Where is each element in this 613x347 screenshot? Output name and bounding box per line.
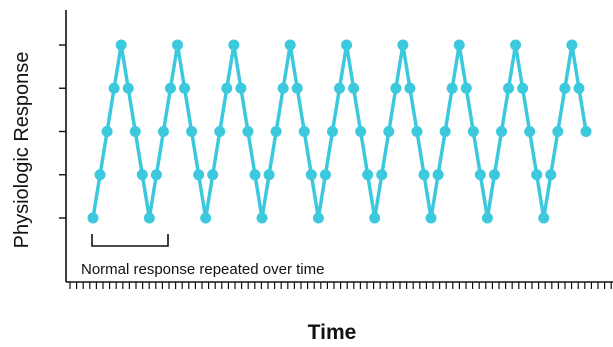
data-point — [108, 82, 120, 94]
data-point — [418, 169, 430, 181]
data-point — [559, 82, 571, 94]
data-point — [186, 126, 198, 137]
data-point — [390, 82, 402, 94]
data-point — [362, 169, 374, 181]
data-point — [524, 126, 536, 137]
data-point — [566, 39, 578, 51]
data-point — [101, 126, 113, 137]
data-point — [200, 212, 212, 224]
data-point — [383, 126, 395, 137]
data-point — [207, 169, 219, 181]
data-point — [432, 169, 444, 181]
data-point — [312, 212, 324, 224]
data-point — [305, 169, 317, 181]
data-point — [179, 82, 191, 94]
annotation-text: Normal response repeated over time — [81, 261, 324, 278]
data-point — [503, 82, 515, 94]
data-point — [517, 82, 529, 94]
data-point — [249, 169, 261, 181]
data-point — [326, 126, 338, 137]
data-point — [439, 126, 451, 137]
data-point — [270, 126, 282, 137]
data-point — [150, 169, 162, 181]
data-point — [446, 82, 458, 94]
data-point — [495, 126, 507, 137]
data-point — [291, 82, 303, 94]
x-axis-label: Time — [308, 321, 357, 344]
data-point — [164, 82, 176, 94]
data-point — [474, 169, 486, 181]
data-point — [467, 126, 479, 137]
data-point — [115, 39, 127, 51]
data-point — [256, 212, 268, 224]
data-point — [242, 126, 254, 137]
data-point — [298, 126, 310, 137]
y-axis-label: Physiologic Response — [11, 52, 33, 249]
data-point — [510, 39, 522, 51]
data-point — [136, 169, 148, 181]
data-point — [157, 126, 169, 137]
data-point — [481, 212, 493, 224]
data-point — [552, 126, 564, 137]
data-point — [531, 169, 543, 181]
x-axis-ticks — [69, 282, 612, 289]
data-point — [488, 169, 500, 181]
annotation-bracket — [91, 234, 169, 247]
data-point — [460, 82, 472, 94]
data-point — [193, 169, 205, 181]
data-point — [221, 82, 233, 94]
data-point — [348, 82, 360, 94]
y-axis-ticks — [59, 44, 66, 219]
data-point — [376, 169, 388, 181]
data-point — [143, 212, 155, 224]
data-point — [228, 39, 240, 51]
data-point — [580, 126, 592, 137]
data-point — [284, 39, 296, 51]
data-point — [453, 39, 465, 51]
series-layer — [87, 39, 592, 224]
data-point — [355, 126, 367, 137]
data-point — [334, 82, 345, 94]
data-point — [573, 82, 585, 94]
data-point — [411, 126, 423, 137]
data-point — [319, 169, 331, 181]
data-point — [122, 82, 134, 94]
data-point — [341, 39, 353, 51]
data-point — [263, 169, 275, 181]
data-point — [87, 212, 99, 224]
data-point — [172, 39, 184, 51]
annotation-group: Normal response repeated over time — [81, 234, 324, 278]
data-point — [538, 212, 550, 224]
data-point — [369, 212, 381, 224]
data-point — [129, 126, 141, 137]
plot-frame — [65, 10, 613, 283]
data-point — [277, 82, 289, 94]
data-point — [94, 169, 106, 181]
data-point — [425, 212, 437, 224]
data-point — [214, 126, 226, 137]
data-point — [404, 82, 416, 94]
data-point — [545, 169, 557, 181]
data-point — [235, 82, 247, 94]
data-point — [397, 39, 409, 51]
